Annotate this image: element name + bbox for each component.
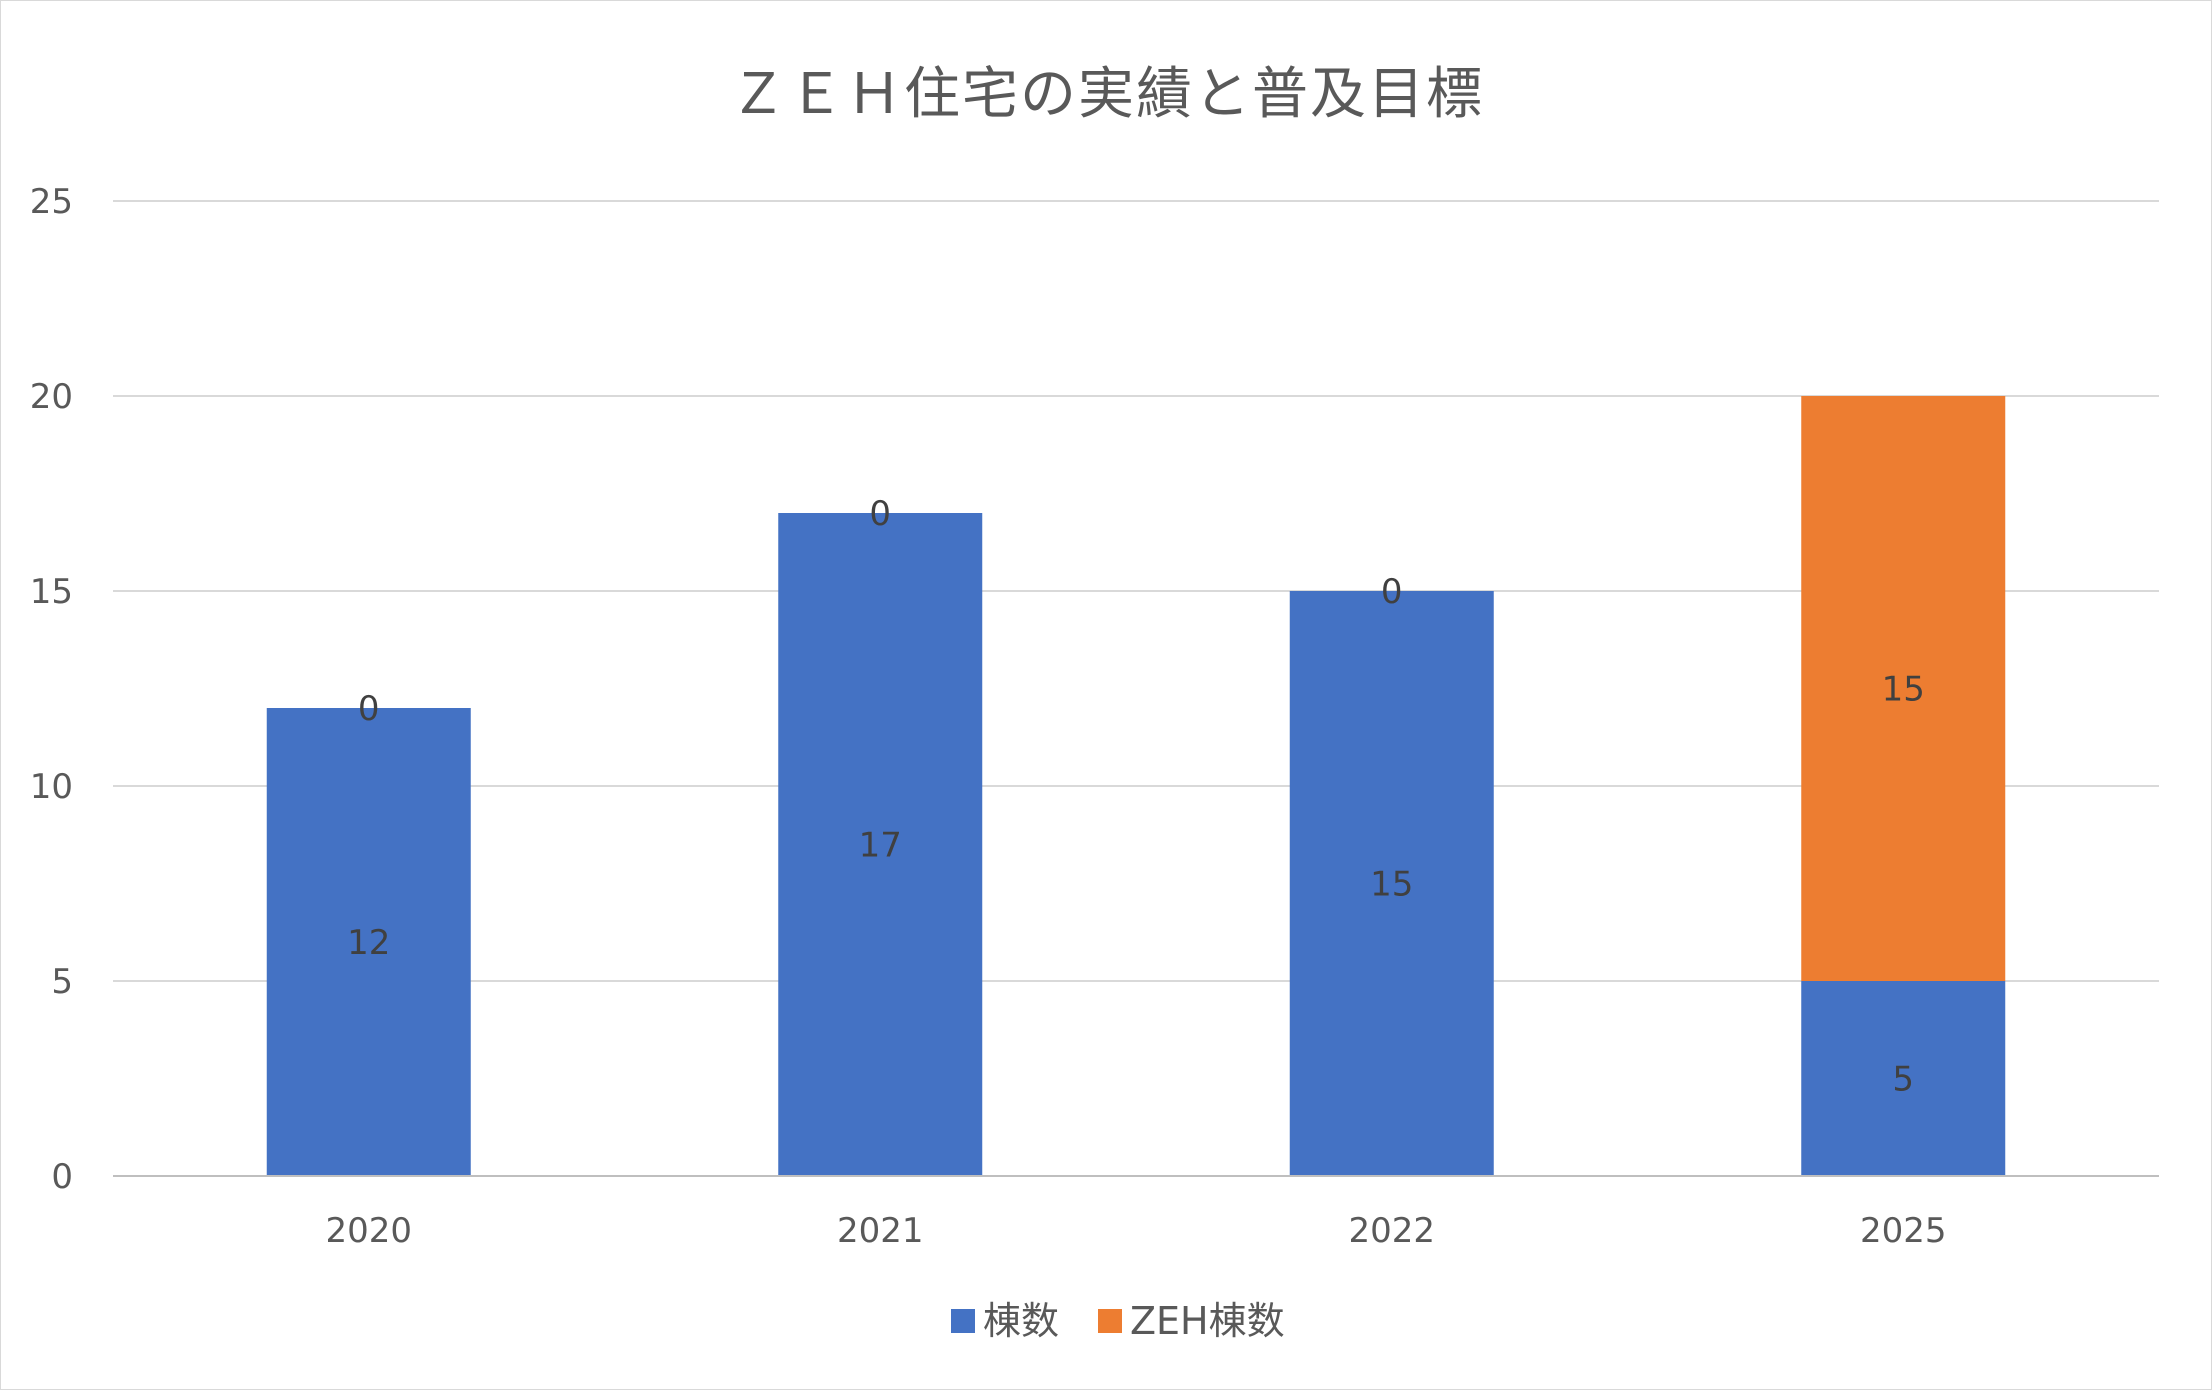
data-label-series1-2022: 15 (1370, 865, 1413, 905)
y-tick-label: 20 (30, 377, 73, 417)
data-label-series2-2025: 15 (1882, 670, 1925, 710)
bar-series1-2020 (266, 708, 471, 1176)
legend-label-series2: ZEH棟数 (1130, 1299, 1285, 1343)
data-label-series1-2020: 12 (347, 923, 390, 963)
x-tick-label: 2020 (325, 1211, 412, 1251)
data-labels: 12 0 17 0 15 0 5 15 (347, 494, 1925, 1100)
data-label-series2-2021: 0 (869, 494, 891, 534)
y-tick-label: 15 (30, 572, 73, 612)
y-tick-label: 5 (51, 962, 73, 1002)
bar-series1-2022 (1289, 591, 1494, 1176)
data-label-series2-2022: 0 (1381, 572, 1403, 612)
data-label-series2-2020: 0 (358, 689, 380, 729)
x-tick-label: 2021 (837, 1211, 924, 1251)
bar-series2-2025 (1801, 396, 2006, 981)
data-label-series1-2025: 5 (1892, 1060, 1914, 1100)
y-tick-label: 10 (30, 767, 73, 807)
chart-title: ＺＥＨ住宅の実績と普及目標 (730, 62, 1484, 127)
bar-series1-2021 (778, 513, 983, 1176)
y-tick-label: 0 (51, 1157, 73, 1197)
data-label-series1-2021: 17 (859, 826, 902, 866)
bars (266, 396, 2006, 1176)
legend-swatch-series1 (951, 1309, 975, 1333)
legend-swatch-series2 (1098, 1309, 1122, 1333)
x-tick-label: 2022 (1348, 1211, 1435, 1251)
y-tick-label: 25 (30, 182, 73, 222)
bar-series1-2025 (1801, 981, 2006, 1176)
x-tick-label: 2025 (1860, 1211, 1947, 1251)
legend: 棟数 ZEH棟数 (951, 1299, 1285, 1343)
legend-label-series1: 棟数 (983, 1299, 1059, 1343)
